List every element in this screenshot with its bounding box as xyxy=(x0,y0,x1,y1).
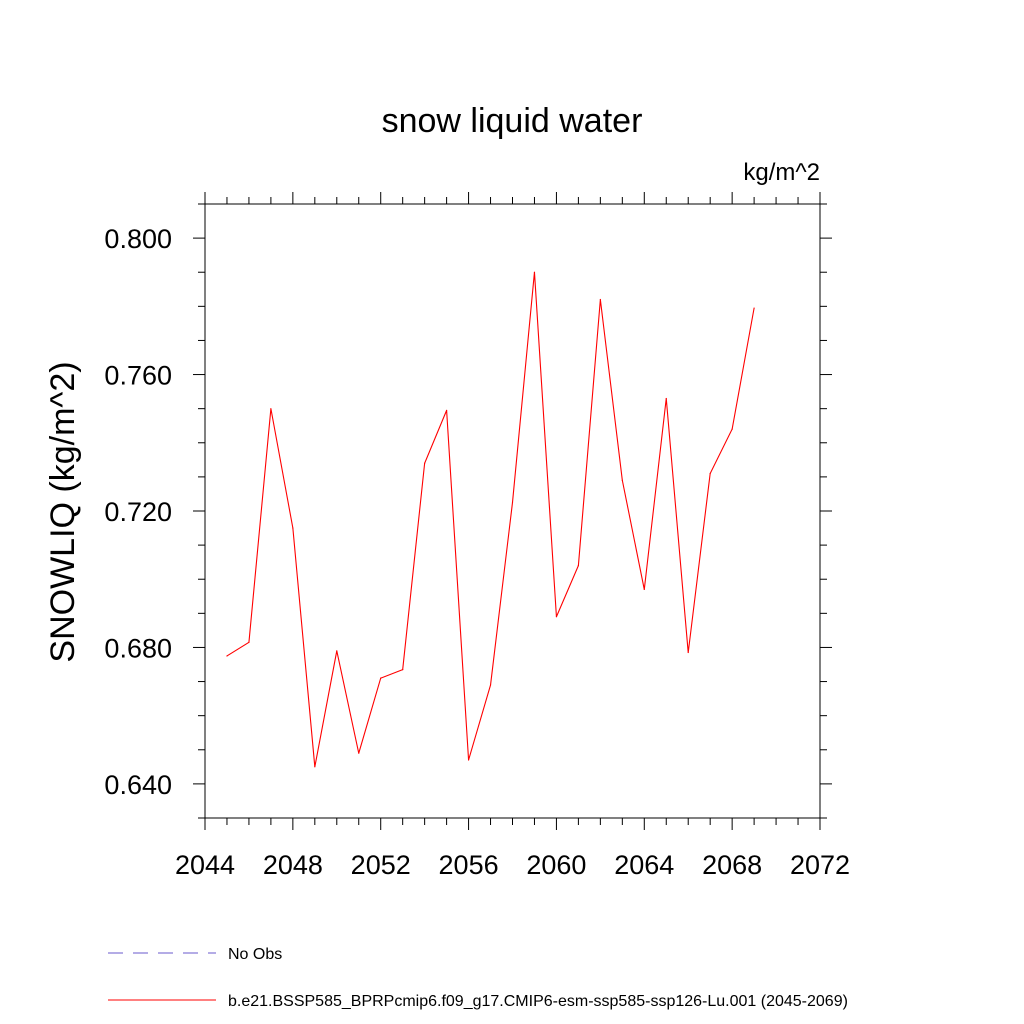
data-point xyxy=(248,641,250,643)
data-point xyxy=(621,479,623,481)
x-tick-label: 2052 xyxy=(351,850,411,880)
y-tick-label: 0.680 xyxy=(104,633,172,663)
data-point xyxy=(511,501,514,504)
y-axis-label: SNOWLIQ (kg/m^2) xyxy=(44,361,82,662)
x-tick-label: 2068 xyxy=(702,850,762,880)
x-tick-label: 2044 xyxy=(175,850,235,880)
x-tick-label: 2072 xyxy=(790,850,850,880)
data-point xyxy=(643,588,645,591)
data-point xyxy=(446,409,448,411)
data-point xyxy=(753,307,755,309)
data-point xyxy=(292,527,294,529)
y-tick-label: 0.760 xyxy=(104,361,172,391)
data-point xyxy=(731,428,733,430)
x-tick-label: 2048 xyxy=(263,850,323,880)
y-tick-label: 0.800 xyxy=(104,224,172,254)
data-point xyxy=(665,397,667,400)
y-tick-label: 0.720 xyxy=(104,497,172,527)
x-tick-label: 2056 xyxy=(439,850,499,880)
series-layer xyxy=(226,271,755,768)
legend-label: b.e21.BSSP585_BPRPcmip6.f09_g17.CMIP6-es… xyxy=(228,993,848,1010)
data-point xyxy=(555,616,558,618)
data-point xyxy=(687,651,689,654)
data-point xyxy=(270,408,272,410)
x-tick-label: 2060 xyxy=(526,850,586,880)
plot-frame xyxy=(204,203,821,819)
data-point xyxy=(467,759,470,761)
legend-label: No Obs xyxy=(228,946,282,963)
data-point xyxy=(314,766,316,768)
data-point xyxy=(336,650,338,652)
chart-title: snow liquid water xyxy=(382,102,643,140)
axis-tick-labels: 2044 2048 2052 2056 2060 2064 2068 2072 0.640 0.6… xyxy=(104,224,850,880)
data-point xyxy=(709,472,711,475)
series-line xyxy=(226,272,755,767)
data-point xyxy=(577,564,579,567)
data-point xyxy=(599,298,601,301)
data-point xyxy=(424,462,426,464)
data-point xyxy=(533,271,536,273)
data-point xyxy=(402,669,404,671)
legend: No Obs b.e21.BSSP585_BPRPcmip6.f09_g17.CM… xyxy=(108,946,848,1010)
data-point xyxy=(380,677,382,679)
data-point xyxy=(226,655,228,657)
data-point xyxy=(489,684,492,686)
units-label: kg/m^2 xyxy=(743,159,820,186)
data-point xyxy=(358,752,360,754)
y-tick-label: 0.640 xyxy=(104,770,172,800)
axis-ticks xyxy=(193,192,832,830)
x-tick-label: 2064 xyxy=(614,850,674,880)
